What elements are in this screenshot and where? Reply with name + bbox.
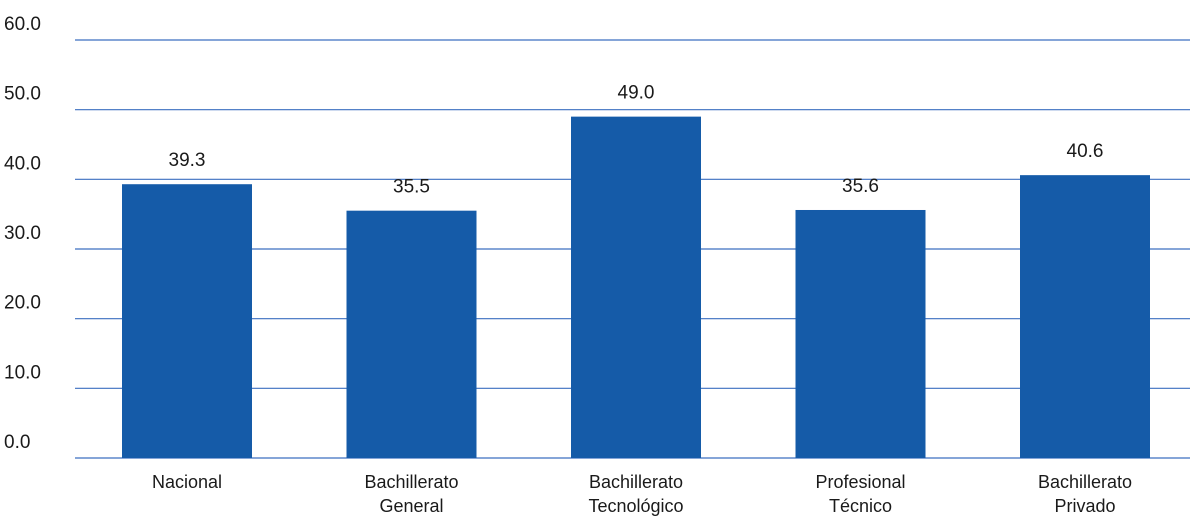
category-label-0: Nacional [152,472,222,492]
category-label-1: Bachillerato General [364,472,458,516]
data-labels: 39.3 35.5 49.0 35.6 40.6 [169,83,1104,198]
y-tick-label-2: 20.0 [4,293,41,314]
x-axis-categories: Nacional Bachillerato General Bachillerato T… [152,472,1132,516]
y-tick-label-6: 60.0 [4,14,41,35]
y-tick-label-4: 40.0 [4,153,41,174]
data-label-3: 35.6 [842,176,879,197]
category-label-4: Bachillerato Privado [1038,472,1132,516]
bar-3 [795,209,926,458]
category-label-3: Profesional Técnico [815,472,905,516]
bar-0 [122,184,252,458]
y-tick-label-3: 30.0 [4,223,41,244]
bar-1 [346,210,477,458]
y-tick-label-1: 10.0 [4,362,41,383]
data-label-1: 35.5 [393,177,430,198]
bar-2 [571,116,701,458]
data-label-0: 39.3 [169,150,206,171]
data-label-4: 40.6 [1067,141,1104,162]
bar-4 [1020,175,1150,459]
bars [122,116,1150,459]
category-label-2: Bachillerato Tecnológico [588,472,683,516]
y-axis-ticks: 0.0 10.0 20.0 30.0 40.0 50.0 60.0 [4,14,41,453]
data-label-2: 49.0 [618,83,655,104]
y-tick-label-0: 0.0 [4,432,30,453]
y-tick-label-5: 50.0 [4,84,41,105]
